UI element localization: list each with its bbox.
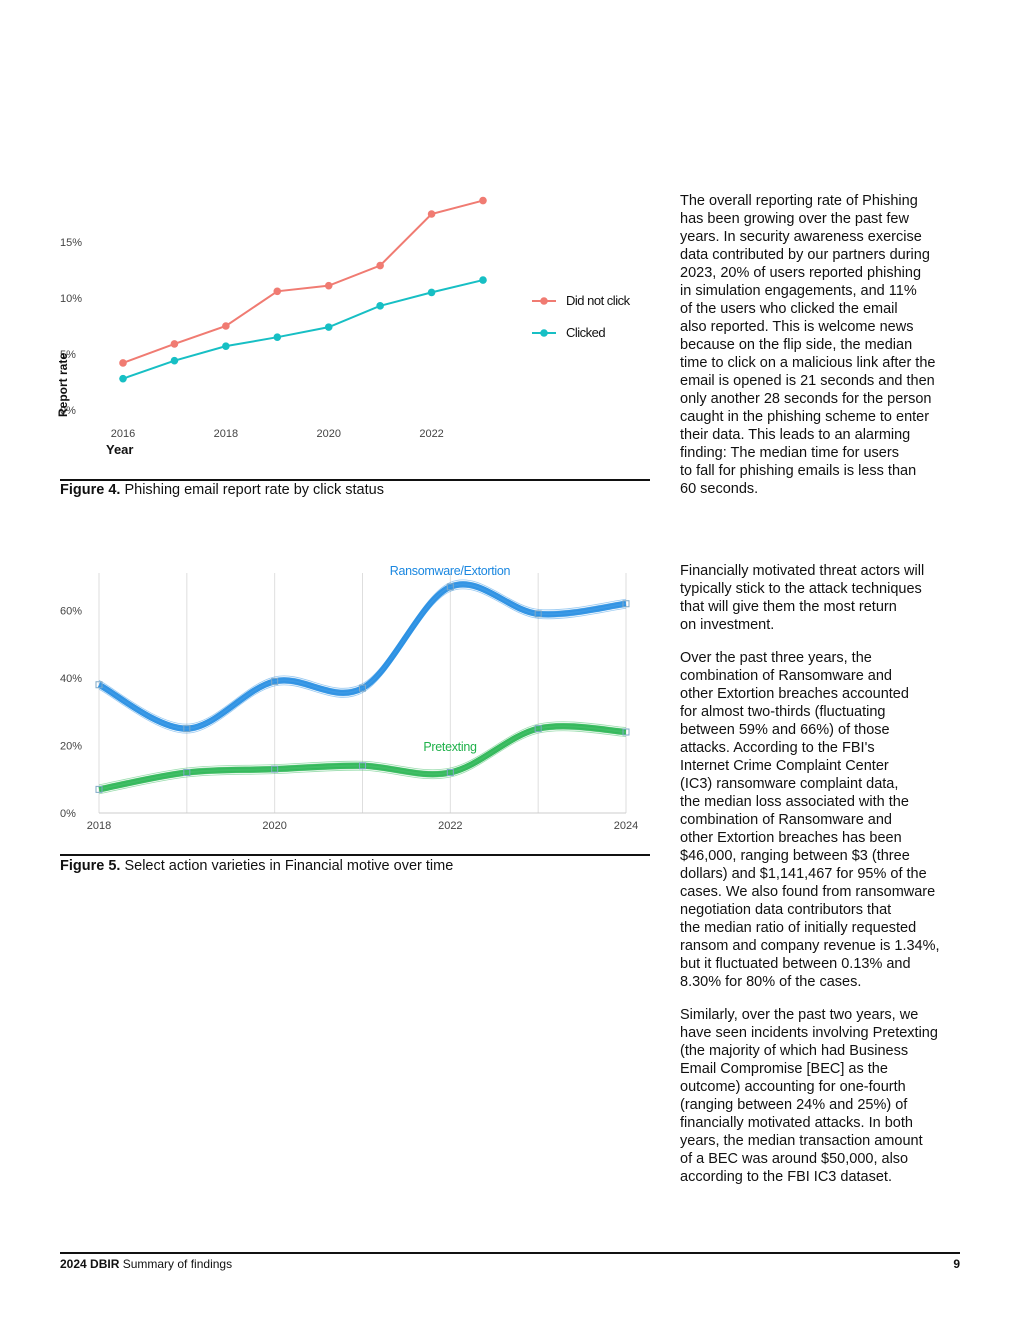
figure5-data-point — [446, 583, 454, 591]
figure5-y-tick-label: 40% — [60, 673, 82, 685]
figure5-series-line-1 — [98, 723, 627, 793]
figure4-data-point — [170, 356, 179, 365]
figure4-x-tick-label: 2020 — [316, 428, 340, 440]
figure4-data-point — [427, 288, 436, 297]
figure5-data-point — [95, 681, 103, 689]
figure4-data-point — [324, 323, 333, 331]
figure4-data-point — [479, 276, 487, 284]
figure5-x-tick-label: 2018 — [87, 820, 111, 832]
figure4-legend-label: Did not click — [566, 293, 631, 308]
figure5-rule — [60, 854, 650, 856]
figure5-data-point — [95, 785, 103, 793]
figure4-data-point — [222, 342, 230, 350]
figure4-data-point — [376, 302, 384, 310]
figure5-data-point — [271, 677, 279, 685]
figure4-legend-label: Clicked — [566, 325, 605, 340]
paragraph-phishing-report-rate: The overall reporting rate of Phishing h… — [680, 193, 936, 497]
figure4-caption: Figure 4. Phishing email report rate by … — [60, 481, 384, 499]
figure5-y-tick-label: 0% — [60, 808, 76, 820]
figure4-xlabel: Year — [106, 442, 133, 457]
figure4-data-point — [376, 261, 384, 270]
figure5-chart: 0% 20% 40% 60% 2018 2020 2022 2024 Ransomware/… — [60, 564, 638, 832]
figure4-data-point — [273, 333, 282, 341]
figure4-data-point — [119, 374, 127, 383]
figure5-uncertainty-line — [98, 579, 627, 725]
figure5-uncertainty-line — [98, 721, 627, 786]
figure5-data-point — [622, 600, 630, 608]
figure4-caption-text: Phishing email report rate by click stat… — [120, 482, 384, 498]
figure5-series-label: Ransomware/Extortion — [390, 564, 511, 578]
figure5-uncertainty-line — [98, 730, 627, 795]
paragraph-ransomware: Over the past three years, the combinati… — [680, 650, 940, 990]
figure4-rule — [60, 479, 650, 481]
footer-title: 2024 DBIR Summary of findings — [60, 1257, 232, 1271]
figure4-data-point — [324, 281, 333, 290]
figure5-series-label: Pretexting — [423, 740, 477, 754]
paragraph-pretexting: Similarly, over the past two years, we h… — [680, 1007, 938, 1185]
figure5-data-point — [446, 769, 454, 776]
figure4-x-tick-label: 2018 — [214, 428, 238, 440]
figure4-data-point — [479, 196, 487, 205]
figure4-y-tick-label: 5% — [60, 349, 76, 361]
footer-rule — [60, 1252, 960, 1254]
figure5-y-tick-label: 60% — [60, 606, 82, 618]
figure4-data-point — [119, 359, 127, 367]
page-number: 9 — [953, 1257, 960, 1271]
footer-report-name: 2024 DBIR — [60, 1257, 120, 1271]
figure4-y-tick-label: 0% — [60, 405, 76, 417]
figure5-data-point — [534, 725, 542, 733]
figure5-caption-text: Select action varieties in Financial mot… — [120, 858, 454, 874]
figure5-data-point — [271, 765, 279, 773]
figure4-x-tick-label: 2022 — [419, 428, 443, 440]
figure4-data-point — [427, 210, 436, 218]
figure5-data-point — [183, 769, 191, 776]
figure4-ylabel: Report rate — [56, 353, 70, 417]
figure5-caption-label: Figure 5. — [60, 858, 121, 874]
figure5-x-tick-label: 2020 — [262, 820, 286, 832]
figure4-data-point — [273, 287, 282, 296]
figure4-data-point — [222, 322, 230, 330]
figure4-legend-marker — [540, 297, 548, 305]
figure4-legend-marker — [540, 329, 548, 337]
figure5-caption: Figure 5. Select action varieties in Fin… — [60, 857, 453, 875]
figure5-data-point — [183, 725, 191, 733]
figure5-x-tick-label: 2022 — [438, 820, 462, 832]
figure4-caption-label: Figure 4. — [60, 482, 121, 498]
figure5-y-tick-label: 20% — [60, 741, 82, 753]
figure5-series-line-0 — [97, 581, 627, 732]
figure5-data-point — [622, 728, 630, 736]
figure4-data-point — [170, 340, 179, 348]
figure4-y-tick-label: 10% — [60, 293, 82, 305]
figure5-data-point — [359, 762, 366, 770]
figure4-x-tick-label: 2016 — [111, 428, 135, 440]
figure5-data-point — [359, 684, 366, 692]
figure4-series-line-1 — [122, 279, 484, 380]
figure4-series-line-0 — [122, 199, 484, 364]
figure5-uncertainty-line — [98, 588, 627, 734]
footer-section: Summary of findings — [119, 1257, 233, 1271]
paragraph-financial-motive: Financially motivated threat actors will… — [680, 563, 925, 633]
figure5-data-point — [534, 610, 542, 618]
figure4-chart: 0%5%10%15% 2016 2018 2020 2022 Report rate … — [56, 196, 631, 457]
figure5-x-tick-label: 2024 — [614, 820, 638, 832]
figure4-y-tick-label: 15% — [60, 237, 82, 249]
